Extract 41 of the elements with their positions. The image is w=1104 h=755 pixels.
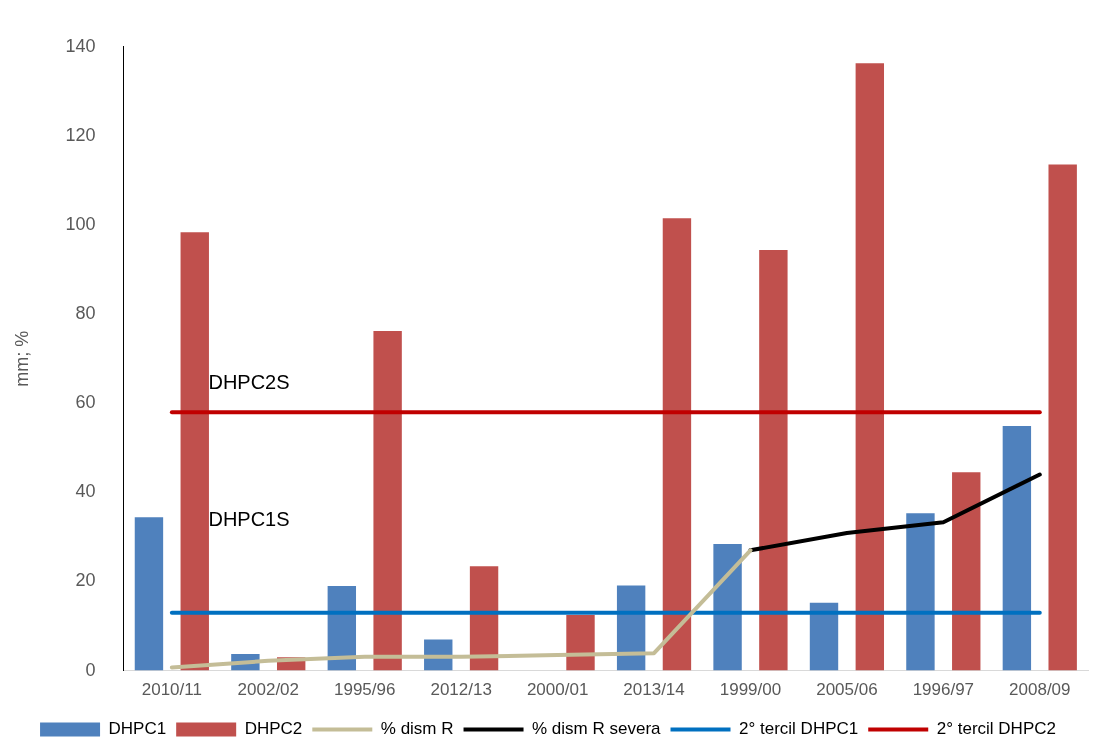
x-tick-label: 2000/01 (526, 680, 589, 700)
legend-label: 2° tercil DHPC2 (936, 719, 1056, 739)
y-tick-label: 140 (65, 35, 96, 56)
y-tick-label: 40 (75, 481, 96, 502)
bar (855, 63, 885, 671)
x-tick-label: 2012/13 (430, 680, 492, 700)
bar (134, 517, 164, 671)
bar (469, 566, 499, 671)
legend-label: DHPC1 (108, 719, 167, 739)
annotation: DHPC1S (208, 508, 290, 531)
bar (373, 331, 402, 671)
y-tick-label: 80 (75, 303, 96, 324)
y-tick-label: 60 (75, 392, 96, 413)
annotation: DHPC2S (208, 371, 290, 394)
y-tick-label: 100 (65, 214, 96, 234)
bar (809, 602, 839, 671)
x-tick-label: 2005/06 (816, 680, 878, 700)
bar (952, 472, 981, 671)
legend-label: DHPC2 (244, 719, 303, 739)
bar (759, 249, 788, 671)
legend-label: % dism R (380, 719, 454, 739)
y-axis-title: mm; % (11, 330, 32, 387)
x-tick-label: 1999/00 (719, 680, 782, 700)
bar (180, 232, 209, 671)
x-tick-label: 2008/09 (1009, 680, 1071, 700)
x-tick-label: 2010/11 (141, 680, 202, 700)
legend-label: % dism R severa (532, 719, 662, 739)
y-tick-label: 20 (75, 570, 96, 591)
x-tick-label: 2002/02 (237, 680, 300, 700)
y-tick-label: 0 (85, 659, 96, 680)
x-tick-label: 2013/14 (623, 680, 685, 700)
x-tick-label: 1995/96 (334, 680, 396, 700)
x-tick-label: 1996/97 (912, 680, 975, 700)
bar (662, 218, 692, 671)
bar (1002, 425, 1032, 671)
y-tick-label: 120 (65, 124, 96, 145)
bar (713, 544, 742, 671)
legend-label: 2° tercil DHPC1 (739, 719, 859, 739)
bar (566, 614, 595, 671)
bar (1048, 164, 1077, 671)
bar (906, 513, 935, 671)
